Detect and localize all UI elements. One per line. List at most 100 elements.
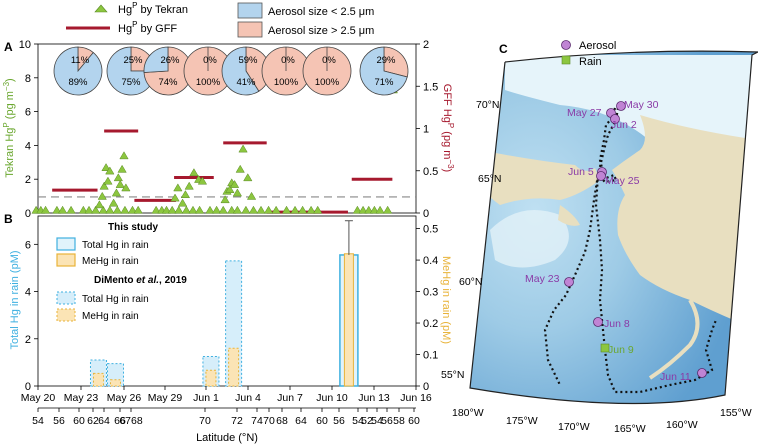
tekran-point — [103, 176, 113, 185]
panel-a-left-axis-label: Tekran HgP (pg m−3) — [2, 78, 16, 177]
date-tick-label: Jun 4 — [235, 392, 261, 404]
date-tick-label: Jun 7 — [277, 392, 303, 404]
station-label: May 30 — [624, 99, 659, 111]
aerosol-station-marker — [564, 277, 574, 287]
tekran-point — [167, 205, 177, 214]
tekran-point — [235, 164, 245, 173]
station-label: Jun 2 — [611, 119, 637, 131]
legend-mehg-swatch — [56, 253, 76, 267]
y-tick-label: 1.5 — [423, 81, 438, 93]
pie-slice-fine — [359, 46, 408, 96]
panel-c-letter: C — [499, 42, 508, 56]
legend-dimento: DiMento et al., 2019 — [94, 275, 187, 286]
latitude-tick-label: 74 — [251, 415, 263, 427]
date-tick-label: May 20 — [21, 392, 56, 404]
pie: 11% 89% — [53, 46, 103, 96]
fine-legend-swatch — [237, 2, 263, 19]
pie-label-top: 0% — [203, 55, 217, 66]
y-tick-label: 1 — [423, 124, 429, 136]
st-lawrence-island — [558, 205, 580, 226]
panel-b-left-axis: 0 2 4 6 — [25, 239, 38, 393]
map-lon-label: 180°W — [452, 407, 484, 419]
pie-label-bottom: 100% — [315, 77, 340, 88]
pie-label-bottom: 100% — [274, 77, 299, 88]
tekran-point — [170, 193, 180, 202]
legend-total2-swatch — [56, 291, 76, 305]
station-label: Jun 8 — [604, 318, 630, 330]
tekran-point — [151, 205, 161, 214]
latitude-tick-label: 64 — [295, 415, 307, 427]
tekran-point — [256, 205, 266, 214]
legend-mehg-label: MeHg in rain — [82, 256, 139, 267]
tekran-point — [271, 205, 281, 214]
map-latitude-labels: 70°N 65°N 60°N 55°N — [441, 99, 501, 381]
aerosol-station-marker — [616, 101, 626, 111]
tekran-point — [91, 205, 101, 214]
y-tick-label: 0.1 — [423, 350, 438, 362]
station-label: Jun 9 — [608, 344, 634, 356]
latitude-tick-label: 64 — [98, 415, 110, 427]
shallow-shelf — [490, 210, 569, 268]
alaska-peninsula — [648, 298, 700, 380]
panel-b-left-axis-label: Total Hg in rain (pM) — [9, 250, 21, 349]
tekran-point — [211, 205, 222, 214]
y-tick-label: 0.5 — [423, 224, 438, 236]
y-tick-label: 6 — [25, 239, 31, 251]
tekran-point — [112, 205, 123, 214]
pie-label-top: 26% — [160, 55, 180, 66]
pie-slice-fine — [53, 46, 103, 96]
tekran-point — [290, 205, 300, 214]
tekran-point — [352, 205, 363, 214]
panel-a-right-axis: 0 0.5 1 1.5 2 — [416, 39, 438, 220]
map-lon-label: 155°W — [720, 407, 752, 419]
panel-a-left-axis: 0 2 4 6 8 10 — [19, 39, 38, 220]
tekran-point — [120, 205, 130, 214]
tekran-point — [52, 205, 62, 214]
tekran-point — [180, 190, 191, 199]
y-tick-label: 0.4 — [423, 255, 438, 267]
tekran-point — [364, 205, 374, 214]
date-tick-label: May 23 — [64, 392, 99, 404]
tekran-point — [161, 205, 172, 214]
tekran-point — [369, 205, 380, 214]
latitude-tick-label: 70 — [199, 415, 211, 427]
map-lon-label: 160°W — [666, 419, 698, 431]
tekran-points — [31, 85, 398, 214]
rain-station-marker — [600, 343, 610, 353]
aerosol-station-marker — [697, 368, 707, 378]
map-lat-label: 55°N — [441, 369, 464, 381]
panel-b-legend: This study Total Hg in rain MeHg in rain… — [56, 222, 187, 322]
gff-segments — [52, 129, 393, 214]
sea-ice — [505, 55, 758, 150]
y-tick-label: 0 — [25, 208, 31, 220]
gff-legend-label: HgP by GFF — [118, 20, 177, 35]
tekran-point — [181, 205, 192, 214]
latitude-tick-label: 66 — [114, 415, 126, 427]
mehg-bar — [109, 379, 121, 387]
aerosol-station-marker — [610, 114, 620, 124]
tekran-legend-label: HgP by Tekran — [118, 1, 188, 16]
pie-slice-fine — [143, 46, 169, 73]
tekran-point — [306, 205, 316, 214]
tekran-point — [197, 176, 208, 185]
latitude-tick-label: 54 — [371, 415, 383, 427]
latitude-tick-label: 60 — [408, 415, 420, 427]
latitude-tick-label: 70 — [263, 415, 275, 427]
tekran-point — [97, 191, 107, 200]
tekran-point — [184, 181, 194, 190]
map-longitude-labels: 180°W 175°W 170°W 165°W 160°W 155°W — [452, 407, 752, 435]
y-tick-label: 0 — [423, 381, 429, 393]
tekran-point — [119, 151, 129, 160]
panel-a-right-axis-label: GFF HgP (pg m−3) — [441, 84, 455, 172]
mehg-bar — [343, 253, 354, 387]
top-legend: HgP by Tekran HgP by GFF Aerosol size < … — [66, 1, 374, 38]
tekran-point — [232, 188, 243, 197]
pie-slice-coarse — [383, 46, 409, 78]
map-legend: Aerosol Rain — [561, 40, 616, 68]
latitude-axis-label: Latitude (°N) — [196, 432, 258, 444]
station-label: May 23 — [525, 273, 560, 285]
tekran-point — [84, 205, 94, 214]
pie-label-top: 0% — [322, 55, 336, 66]
tekran-point — [177, 198, 188, 207]
